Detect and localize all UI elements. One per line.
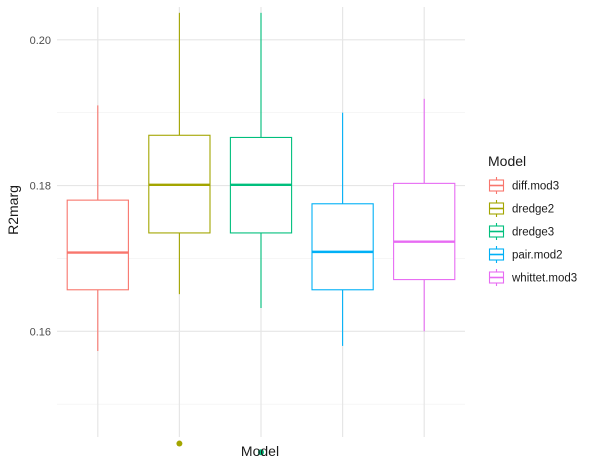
legend-key (488, 269, 505, 286)
legend-label: dredge2 (512, 204, 554, 216)
legend-key (488, 246, 505, 263)
y-tick-label: 0.18 (30, 181, 51, 193)
legend-label: dredge3 (512, 227, 554, 239)
legend-item: diff.mod3 (488, 177, 559, 194)
legend-item: pair.mod2 (488, 246, 563, 263)
legend-title: Model (488, 153, 526, 169)
outlier-point (176, 440, 183, 447)
box-iqr (311, 203, 374, 291)
legend-entries: diff.mod3 dredge2 dredge3 pair.mod2 whittet.… (488, 177, 577, 286)
y-tick-label: 0.16 (30, 326, 51, 338)
y-tick-label: 0.20 (30, 35, 51, 47)
box-dredge2 (148, 12, 211, 447)
legend-item: whittet.mod3 (488, 269, 577, 286)
legend-item: dredge2 (488, 200, 554, 217)
boxes-layer (66, 12, 456, 456)
legend-key (488, 177, 505, 194)
legend-label: diff.mod3 (512, 181, 559, 193)
outlier-point (258, 449, 264, 456)
legend-label: whittet.mod3 (511, 273, 577, 285)
legend-label: pair.mod2 (512, 250, 563, 262)
legend-item: dredge3 (488, 223, 554, 240)
box-iqr (66, 199, 129, 291)
x-axis-title: Model (241, 443, 279, 459)
legend: Model diff.mod3 dredge2 dredge3 pair.mod2 wh… (488, 153, 577, 286)
box-iqr (393, 182, 456, 281)
y-tick-labels: 0.16 0.18 0.20 (30, 35, 51, 339)
box-diff.mod3 (66, 105, 129, 351)
box-dredge3 (229, 12, 293, 456)
y-axis-title: R2marg (5, 185, 21, 235)
legend-key (488, 200, 505, 217)
box-pair.mod2 (311, 112, 374, 346)
legend-key (488, 223, 505, 240)
box-whittet.mod3 (393, 98, 456, 332)
